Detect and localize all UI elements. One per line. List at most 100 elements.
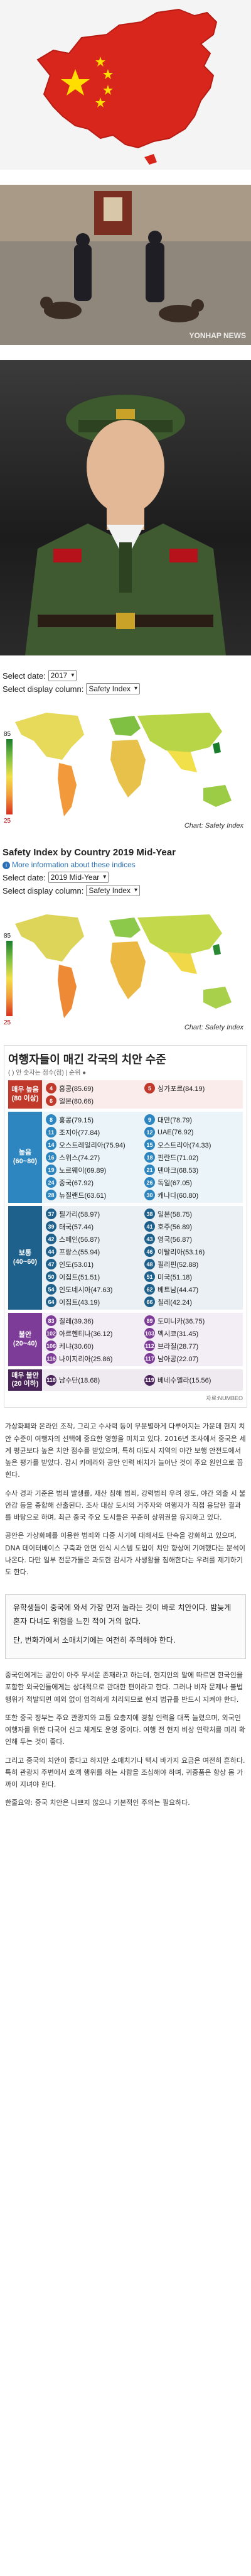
- country-name: 이탈리아(53.16): [158, 1248, 205, 1256]
- country-entry: 16 스위스(74.27): [46, 1152, 141, 1163]
- country-name: 남수단(18.68): [59, 1377, 100, 1385]
- country-name: 필가리(58.97): [59, 1210, 100, 1219]
- country-entry: 30 캐나다(60.80): [144, 1190, 239, 1200]
- country-name: 미국(51.18): [158, 1273, 193, 1281]
- rank-badge: 14: [46, 1139, 56, 1150]
- article-body: 가상화폐와 온라인 조작, 그리고 수사력 등이 무분별하게 다루어지는 가운데…: [0, 1415, 251, 1589]
- tier-row: 매우 높음 (80 이상) 4 홍콩(85.69) 5 싱가포르(84.19) 6 일본(8…: [8, 1080, 243, 1109]
- soldier-portrait-photo: [0, 360, 251, 655]
- country-entry: 64 이집트(43.19): [46, 1296, 141, 1307]
- rank-badge: 112: [144, 1340, 155, 1351]
- tier-entries: 37 필가리(58.97) 38 일본(58.75) 39 태국(57.44) 41 호주(5…: [42, 1206, 243, 1310]
- infographic-subtitle: ( ) 안 숫자는 점수(점) | 순위 ●: [8, 1070, 87, 1077]
- country-name: 캐나다(60.80): [158, 1192, 199, 1200]
- info-icon: i: [3, 862, 10, 869]
- rank-badge: 47: [46, 1259, 56, 1269]
- rank-badge: 89: [144, 1315, 155, 1326]
- country-name: 도미니카(36.75): [158, 1317, 205, 1325]
- country-name: 조지아(77.84): [59, 1129, 100, 1137]
- rank-badge: 46: [144, 1246, 155, 1257]
- chart-credit: Chart: Safety Index: [184, 1024, 243, 1031]
- safety-world-map[interactable]: 85 25 Chart: Safety Index: [3, 899, 248, 1034]
- country-name: 스위스(74.27): [59, 1154, 100, 1162]
- country-entry: 12 UAE(76.92): [144, 1127, 239, 1137]
- rank-badge: 42: [46, 1234, 56, 1244]
- date-select-label: Select date:: [3, 872, 46, 882]
- country-entry: 19 노르웨이(69.89): [46, 1165, 141, 1175]
- rank-badge: 41: [144, 1221, 155, 1232]
- country-name: 홍콩(79.15): [59, 1116, 94, 1124]
- rank-badge: 102: [46, 1328, 56, 1339]
- widget-title: Safety Index by Country 2019 Mid-Year: [3, 847, 176, 858]
- rank-badge: 28: [46, 1190, 56, 1200]
- country-entry: 9 대만(78.79): [144, 1114, 239, 1125]
- patrol-scene-graphic: [0, 185, 251, 345]
- country-entry: 116 나이지리아(25.86): [46, 1353, 141, 1364]
- country-name: 태국(57.44): [59, 1223, 94, 1231]
- map-legend-scale: [6, 941, 13, 1016]
- rank-badge: 119: [144, 1374, 155, 1386]
- rank-badge: 117: [144, 1353, 155, 1364]
- country-entry: 44 프랑스(55.94): [46, 1246, 141, 1257]
- country-entry: 42 스페인(56.87): [46, 1234, 141, 1244]
- article-summary: 한줄요약: 중국 치안은 나쁘지 않으나 기본적인 주의는 필요하다.: [5, 1799, 190, 1807]
- rank-badge: 24: [46, 1177, 56, 1188]
- rank-badge: 54: [46, 1284, 56, 1295]
- country-entry: 4 홍콩(85.69): [46, 1083, 141, 1093]
- legend-low-label: 25: [4, 1019, 11, 1026]
- column-select[interactable]: Safety Index: [86, 683, 141, 694]
- country-entry: 50 이집트(51.51): [46, 1271, 141, 1282]
- tier-row: 높음 (60~80) 8 홍콩(79.15) 9 대만(78.79) 11 조지아(77.8…: [8, 1112, 243, 1203]
- rank-badge: 39: [46, 1221, 56, 1232]
- date-select[interactable]: 2019 Mid-Year: [48, 872, 109, 883]
- country-entry: 106 케냐(30.60): [46, 1340, 141, 1351]
- tier-entries: 8 홍콩(79.15) 9 대만(78.79) 11 조지아(77.84) 12 UAE(76…: [42, 1112, 243, 1203]
- date-select-label: Select date:: [3, 671, 46, 681]
- article-paragraph: 수사 경과 기준은 범죄 발생률, 재산 침해 범죄, 강력범죄 우려 정도, …: [5, 1489, 246, 1522]
- country-name: 싱가포르(84.19): [158, 1085, 205, 1093]
- country-name: 중국(67.92): [59, 1179, 94, 1187]
- country-name: UAE(76.92): [158, 1128, 194, 1136]
- country-entry: 43 영국(56.87): [144, 1234, 239, 1244]
- country-name: 일본(80.66): [59, 1097, 94, 1105]
- country-entry: 26 독일(67.05): [144, 1177, 239, 1188]
- soldier-graphic: [25, 395, 226, 655]
- date-select[interactable]: 2017: [48, 670, 77, 681]
- tier-row: 매우 불안 (20 이하) 118 남수단(18.68) 119 베네수엘라(15.56…: [8, 1369, 243, 1391]
- rank-badge: 26: [144, 1177, 155, 1188]
- rank-badge: 8: [46, 1114, 56, 1125]
- country-entry: 8 홍콩(79.15): [46, 1114, 141, 1125]
- country-name: 스페인(56.87): [59, 1236, 100, 1244]
- tier-row: 불안 (20~40) 83 칠레(39.36) 89 도미니카(36.75) 102 아르헨…: [8, 1313, 243, 1366]
- column-select[interactable]: Safety Index: [86, 885, 141, 896]
- country-entry: 112 브라질(28.77): [144, 1340, 239, 1351]
- rank-badge: 6: [46, 1095, 56, 1106]
- safety-world-map[interactable]: 85 25 Chart: Safety Index: [3, 697, 248, 832]
- country-name: 독일(67.05): [158, 1179, 193, 1187]
- country-entry: 28 뉴질랜드(63.61): [46, 1190, 141, 1200]
- tier-label: 매우 높음 (80 이상): [8, 1080, 42, 1109]
- rank-badge: 64: [46, 1296, 56, 1307]
- tier-list: 매우 높음 (80 이상) 4 홍콩(85.69) 5 싱가포르(84.19) 6 일본(8…: [8, 1080, 243, 1391]
- rank-badge: 37: [46, 1209, 56, 1219]
- quote-box: 유학생들이 중국에 와서 가장 먼저 놀라는 것이 바로 치안이다. 밤늦게 혼…: [5, 1594, 246, 1660]
- safety-index-widget-2017: Select date: 2017 Select display column:…: [0, 664, 251, 836]
- infographic-title: 여행자들이 매긴 각국의 치안 수준: [8, 1053, 166, 1066]
- country-name: 남아공(22.07): [158, 1355, 199, 1363]
- rank-badge: 11: [46, 1127, 56, 1137]
- rank-badge: 118: [46, 1374, 56, 1386]
- article-paragraph: 그리고 중국의 치안이 좋다고 하지만 소매치기나 택시 바가지 요금은 여전히…: [5, 1756, 245, 1789]
- rank-badge: 15: [144, 1139, 155, 1150]
- country-name: 오스트리아(74.33): [158, 1141, 211, 1149]
- country-entry: 41 호주(56.89): [144, 1221, 239, 1232]
- more-info-link[interactable]: i More information about these indices: [3, 860, 248, 869]
- country-name: 이집트(51.51): [59, 1273, 100, 1281]
- country-entry: 39 태국(57.44): [46, 1221, 141, 1232]
- rank-badge: 51: [144, 1271, 155, 1282]
- country-name: 일본(58.75): [158, 1210, 193, 1219]
- tier-label: 보통 (40~60): [8, 1206, 42, 1310]
- quote-paragraph: 유학생들이 중국에 와서 가장 먼저 놀라는 것이 바로 치안이다. 밤늦게 혼…: [13, 1603, 232, 1626]
- rank-badge: 50: [46, 1271, 56, 1282]
- country-entry: 103 멕시코(31.45): [144, 1328, 239, 1339]
